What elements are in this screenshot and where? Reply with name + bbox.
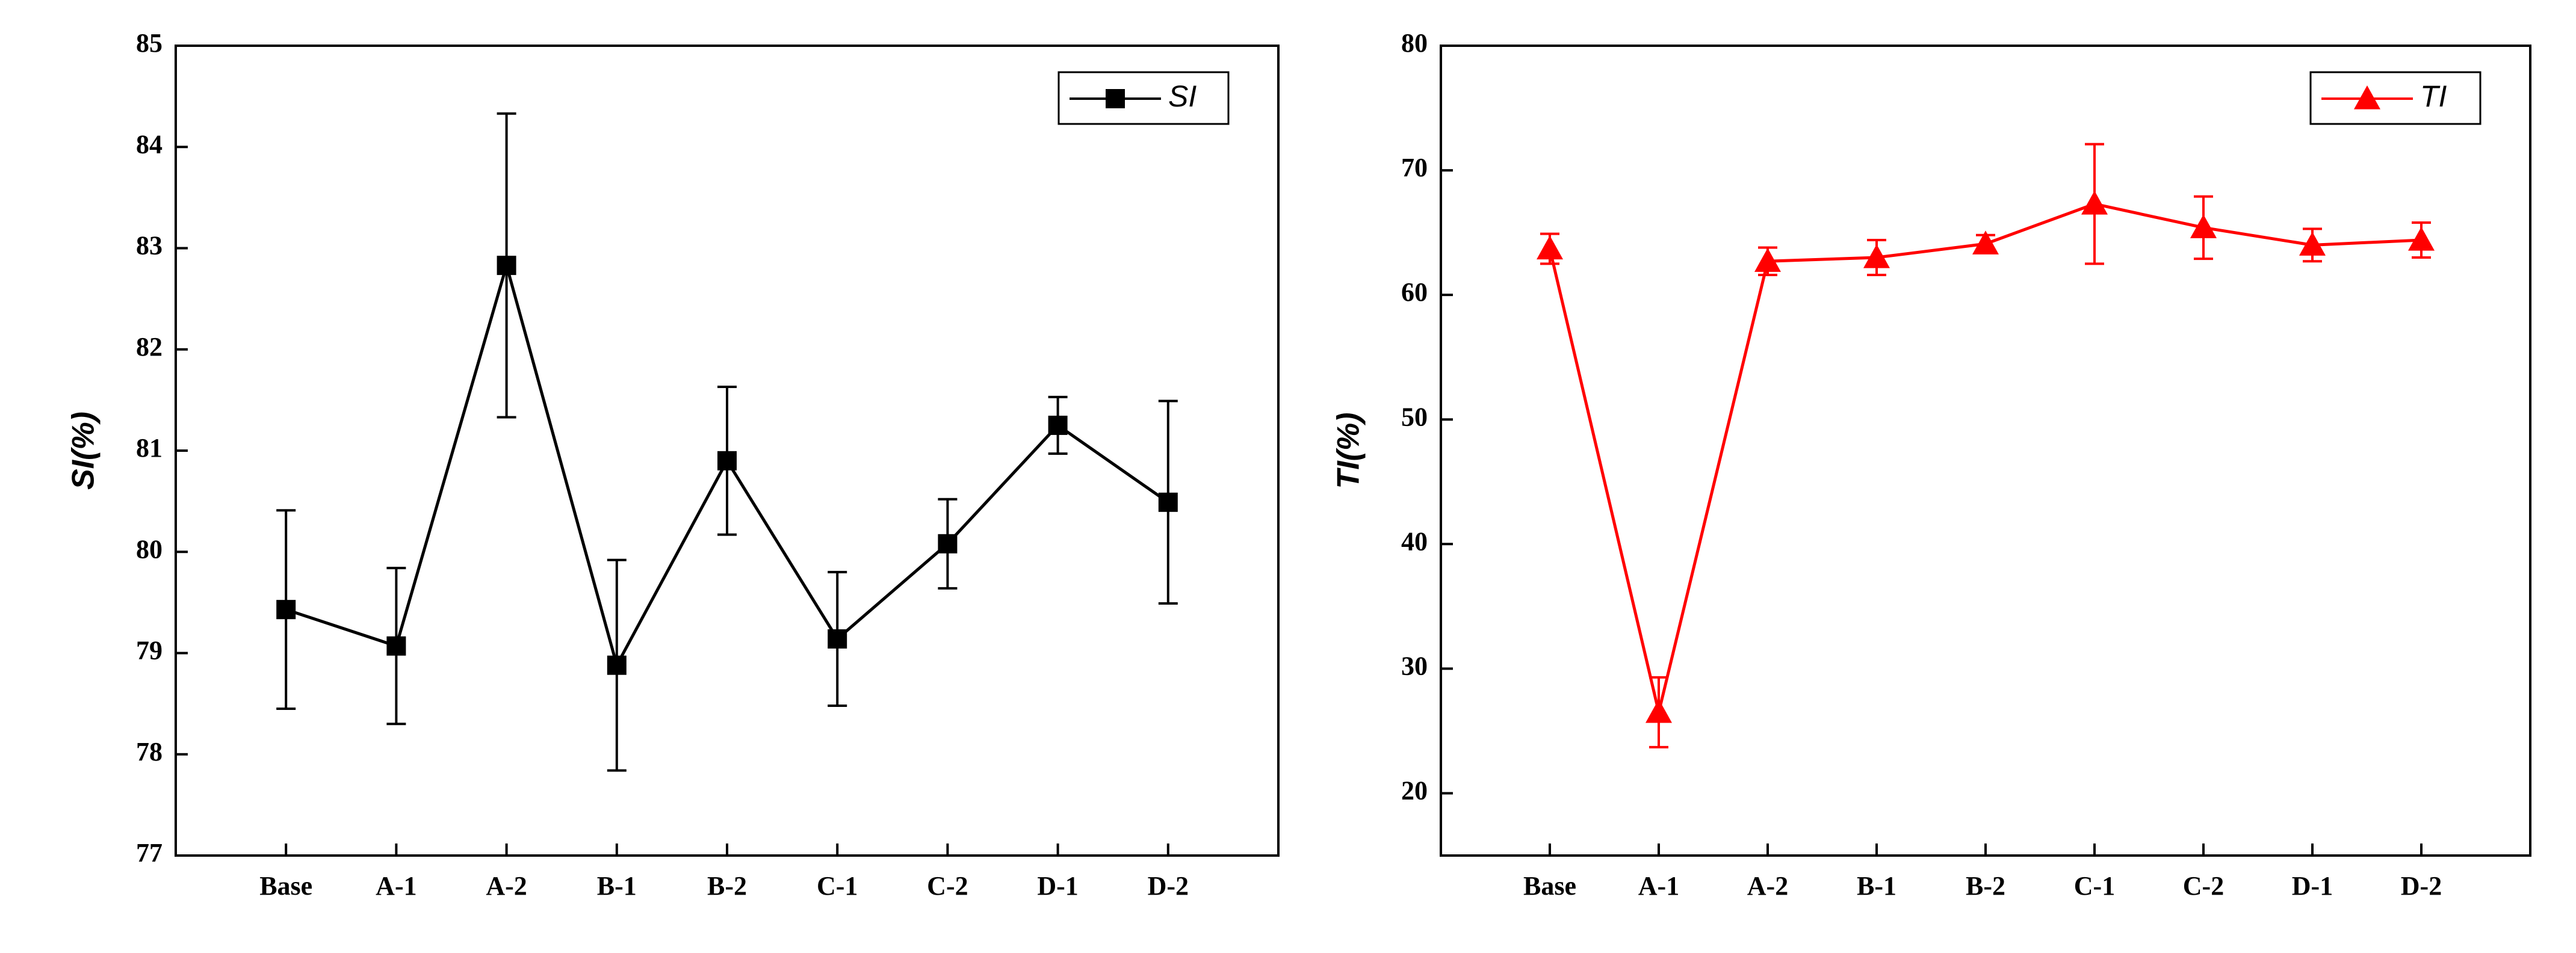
x-tick-label: D-2 [1148,871,1189,901]
marker [717,451,737,470]
marker [1158,492,1178,512]
marker [2354,85,2380,109]
plot-frame [1440,45,2531,857]
x-tick-label: D-2 [2401,871,2442,901]
x-tick-label: A-2 [1747,871,1788,901]
x-tick-label: A-2 [486,871,527,901]
x-tick-label: B-2 [707,871,747,901]
marker [276,600,296,620]
y-tick-label: 77 [136,838,163,868]
y-tick-label: 80 [1401,28,1428,58]
y-tick-label: 81 [136,433,163,463]
y-tick-label: 80 [136,534,163,564]
y-tick-label: 82 [136,332,163,362]
y-tick-label: 84 [136,129,163,159]
y-tick-label: 70 [1401,153,1428,182]
x-tick-label: A-1 [376,871,416,901]
y-tick-label: 78 [136,737,163,766]
marker [1537,235,1563,260]
marker [1048,415,1068,435]
marker [386,636,406,656]
y-tick-label: 83 [136,231,163,261]
y-tick-label: 85 [136,28,163,58]
y-tick-label: 40 [1401,526,1428,556]
x-tick-label: Base [1523,871,1576,901]
marker [497,256,516,276]
marker [1754,248,1781,272]
x-tick-label: D-1 [1037,871,1078,901]
x-tick-label: C-2 [927,871,968,901]
marker [1972,230,1999,254]
y-axis-label: SI(%) [66,412,101,490]
x-tick-label: Base [259,871,312,901]
marker [2081,190,2108,215]
x-tick-label: B-1 [597,871,637,901]
x-tick-label: A-1 [1638,871,1679,901]
x-tick-label: D-1 [2292,871,2333,901]
series-line [1548,202,2422,713]
y-tick-label: 50 [1401,402,1428,431]
y-axis-label: TI(%) [1331,412,1366,489]
marker [1106,89,1125,108]
y-tick-label: 30 [1401,651,1428,680]
x-tick-label: C-1 [2074,871,2115,901]
marker [2299,232,2326,256]
marker [938,534,958,554]
marker [2408,227,2435,251]
marker [1863,244,1890,268]
legend-label: TI [2420,79,2447,113]
y-tick-label: 60 [1401,277,1428,307]
marker [828,629,847,649]
x-tick-label: B-1 [1857,871,1896,901]
y-tick-label: 79 [136,636,163,665]
marker [607,655,627,675]
y-tick-label: 20 [1401,776,1428,806]
legend-label: SI [1168,79,1197,113]
x-tick-label: B-2 [1966,871,2005,901]
x-tick-label: C-1 [817,871,858,901]
marker [1646,699,1672,723]
x-tick-label: C-2 [2183,871,2224,901]
marker [2190,214,2217,238]
